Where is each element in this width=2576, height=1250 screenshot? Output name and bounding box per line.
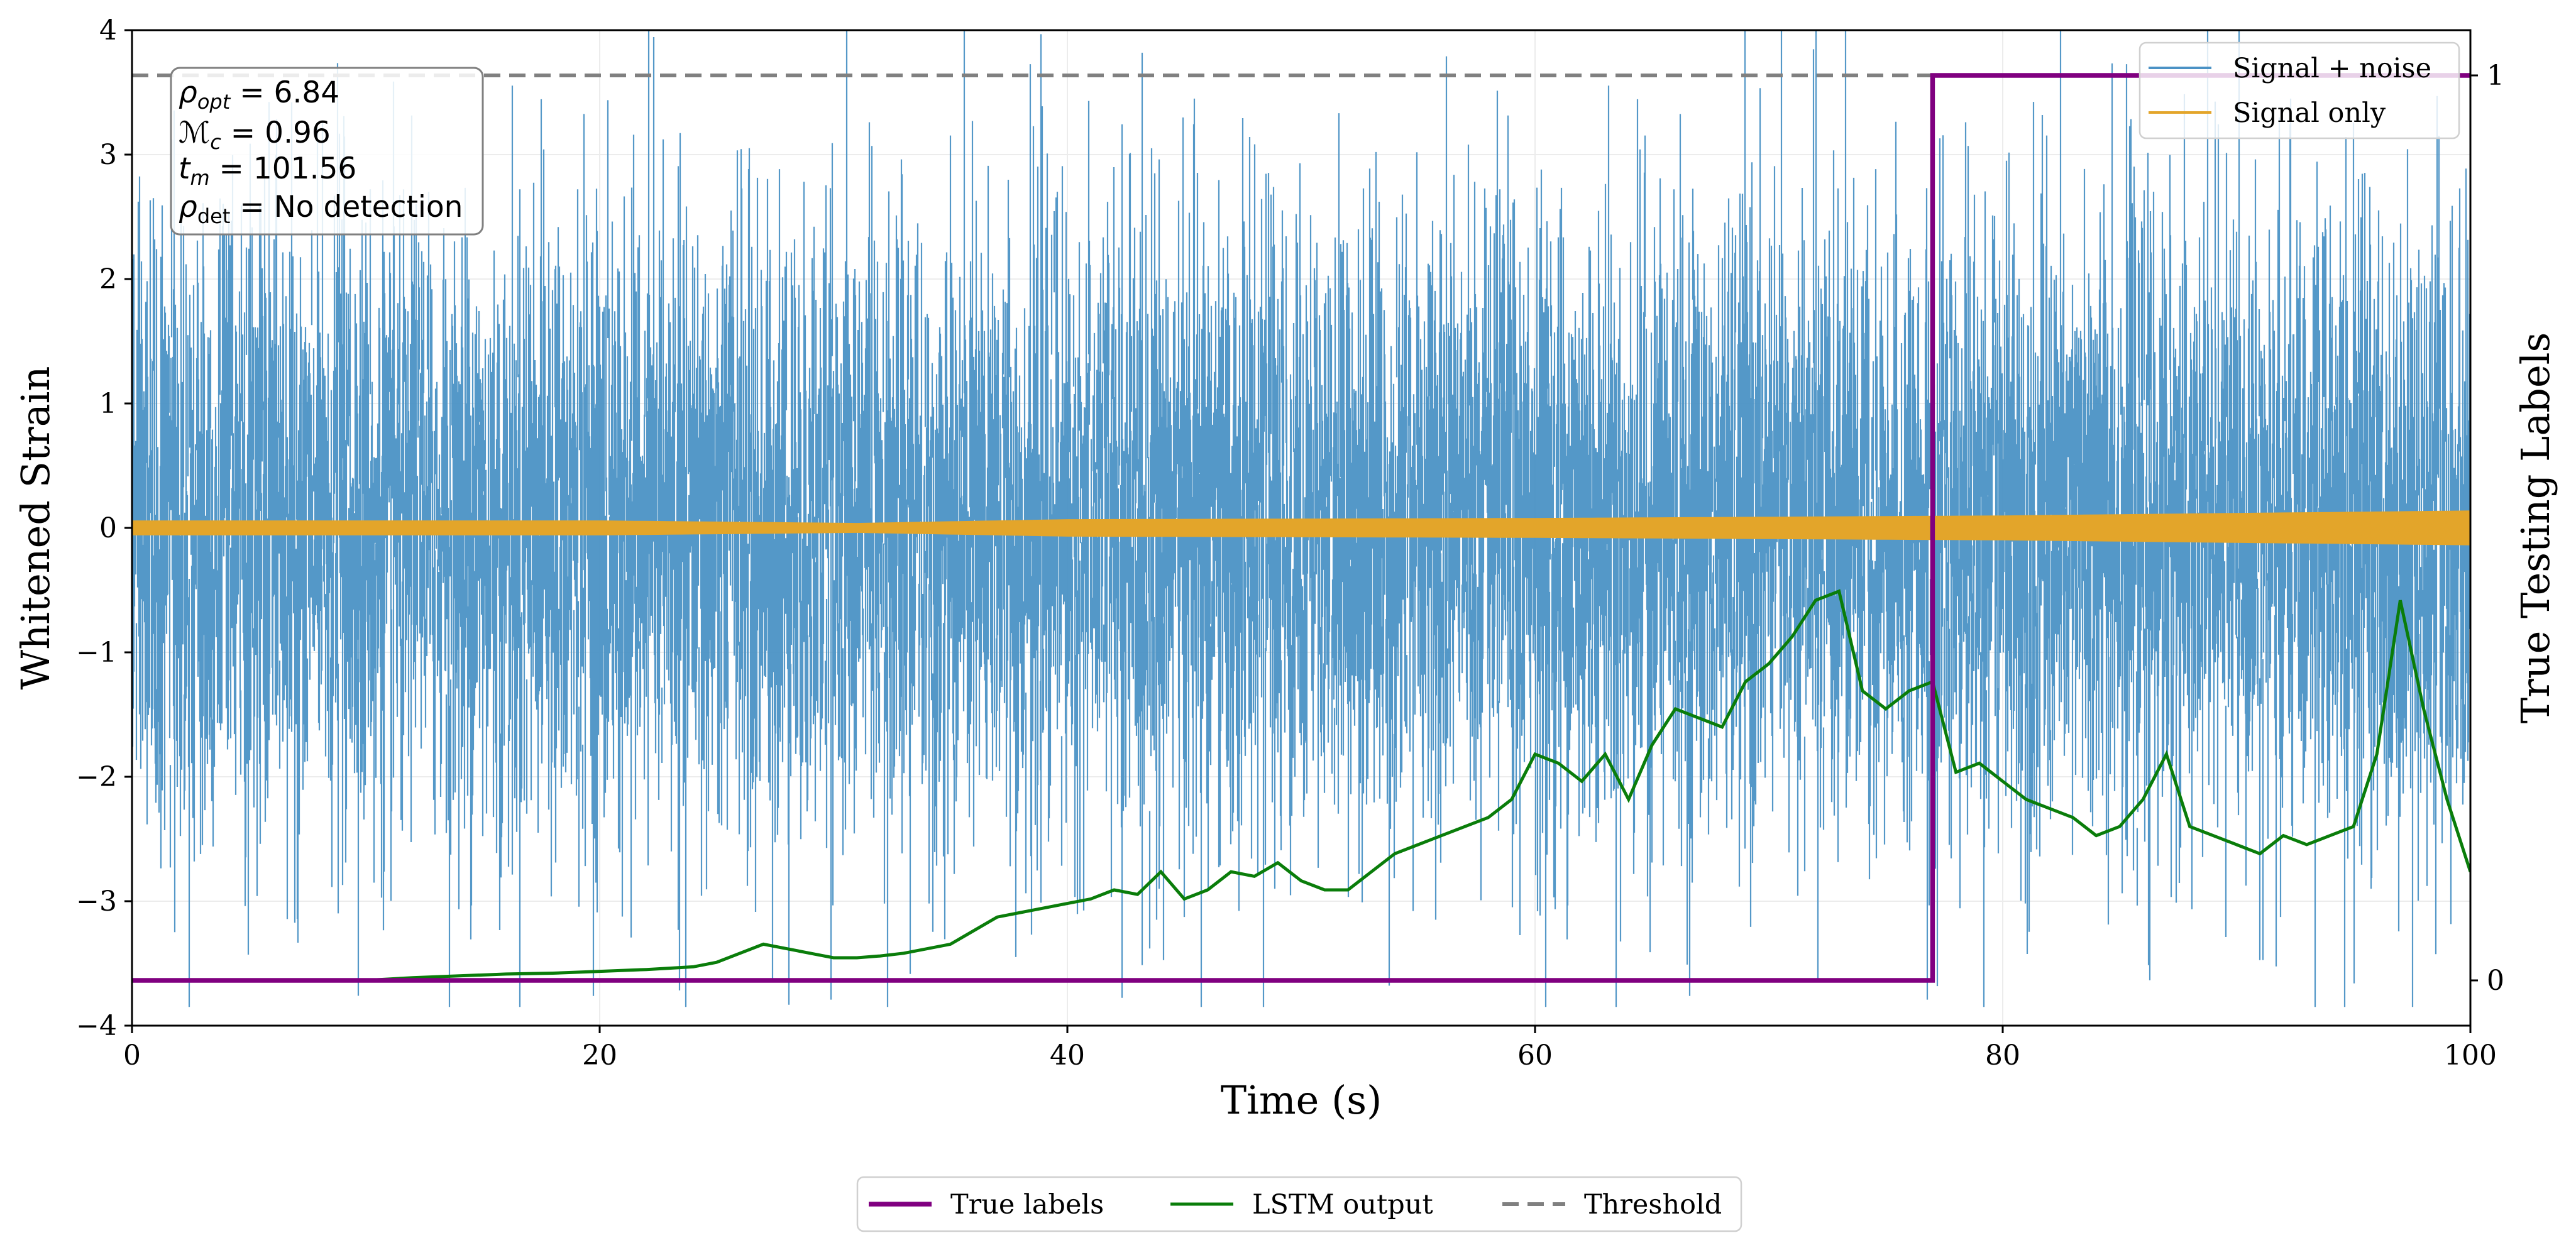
y-tick-label: 2 [99,263,117,295]
x-axis: 0 20 40 60 80 100 [123,1026,2497,1072]
y-tick-label: 0 [99,512,117,544]
x-tick-label: 100 [2444,1039,2497,1072]
legend-lower: True labels LSTM output Threshold [856,1176,1742,1232]
y-tick-label: −3 [76,885,117,918]
x-tick-label: 40 [1050,1039,1085,1072]
legend-label-lstm-output: LSTM output [1252,1189,1433,1220]
info-chirp-mass: ℳc = 0.96 [179,116,331,154]
x-tick-label: 80 [1985,1039,2020,1072]
y-tick-label: 3 [99,139,117,171]
y-tick-label: −2 [76,761,117,793]
y-tick-label: −1 [76,637,117,669]
legend-label-signal-noise: Signal + noise [2233,53,2431,84]
info-box: ρopt = 6.84 ℳc = 0.96 tm = 101.56 ρdet =… [170,67,484,236]
y-tick-label: −4 [76,1010,117,1042]
y-tick-label: 4 [99,14,117,47]
y-axis-title: Whitened Strain [13,366,58,690]
y-right-tick-label: 0 [2487,965,2504,997]
y-axis-right: 01 [2470,60,2504,997]
y-axis-right-title: True Testing Labels [2513,332,2558,724]
legend-label-true-labels: True labels [950,1189,1104,1220]
info-box-frame [170,67,484,236]
info-merger-time: tm = 101.56 [179,151,356,190]
x-tick-label: 20 [582,1039,617,1072]
legend-label-threshold: Threshold [1584,1189,1722,1220]
legend-lower-frame [856,1176,1742,1232]
info-rho-opt: ρopt = 6.84 [179,75,339,114]
x-tick-label: 60 [1517,1039,1553,1072]
lstm-output-series [132,589,2470,982]
legend-upper: Signal + noise Signal only [2138,41,2460,140]
y-tick-label: 1 [99,388,117,420]
info-rho-det: ρdet = No detection [179,190,463,228]
x-tick-label: 0 [123,1039,141,1072]
x-axis-title: Time (s) [1221,1077,1382,1123]
y-right-tick-label: 1 [2487,60,2504,92]
legend-upper-frame [2138,41,2460,140]
y-axis-left: −4 −3 −2 −1 0 1 2 3 4 [76,14,132,1042]
legend-label-signal-only: Signal only [2233,97,2386,129]
signal-only-series [132,510,2470,546]
